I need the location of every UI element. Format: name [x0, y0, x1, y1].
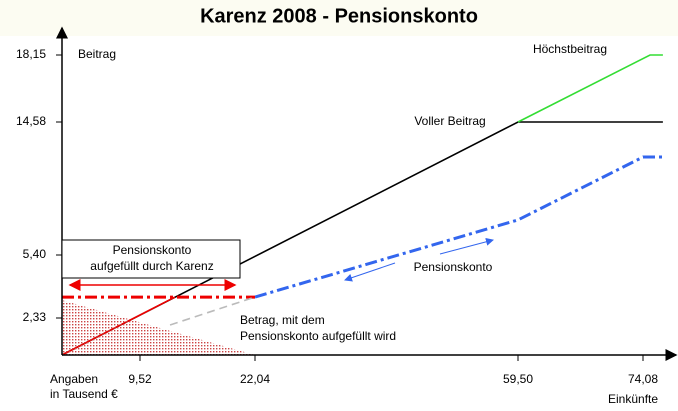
- unit-note: Angaben: [50, 372, 98, 386]
- annotation-arrow: [439, 237, 494, 255]
- line: [517, 54, 663, 123]
- y-axis-label: Beitrag: [78, 47, 116, 61]
- x-tick-label: 9,52: [128, 372, 152, 386]
- x-tick-label: 74,08: [628, 372, 658, 386]
- y-tick-label: 14,58: [16, 114, 46, 128]
- x-tick-label: 22,04: [240, 372, 270, 386]
- area: [62, 300, 255, 355]
- line: [169, 296, 256, 326]
- line: [254, 155, 663, 299]
- series-label: Pensionskonto: [414, 260, 493, 274]
- annotation: Pensionskonto aufgefüllt wird: [240, 329, 396, 343]
- x-axis-label: Einkünfte: [608, 392, 658, 406]
- unit-note: in Tausend €: [50, 387, 118, 401]
- x-tick-label: 59,50: [503, 372, 533, 386]
- chart-title: Karenz 2008 - Pensionskonto: [200, 5, 478, 27]
- series-label: Höchstbeitrag: [533, 42, 607, 56]
- annotation: aufgefüllt durch Karenz: [90, 259, 213, 273]
- y-tick-label: 5,40: [23, 247, 47, 261]
- annotation-arrow: [344, 262, 396, 282]
- series-label: Voller Beitrag: [414, 114, 485, 128]
- annotation: Betrag, mit dem: [240, 313, 325, 327]
- annotation: Pensionskonto: [113, 243, 192, 257]
- y-tick-label: 18,15: [16, 47, 46, 61]
- annotation-box: [61, 239, 241, 279]
- label-background: [408, 114, 492, 130]
- y-tick-label: 2,33: [23, 310, 47, 324]
